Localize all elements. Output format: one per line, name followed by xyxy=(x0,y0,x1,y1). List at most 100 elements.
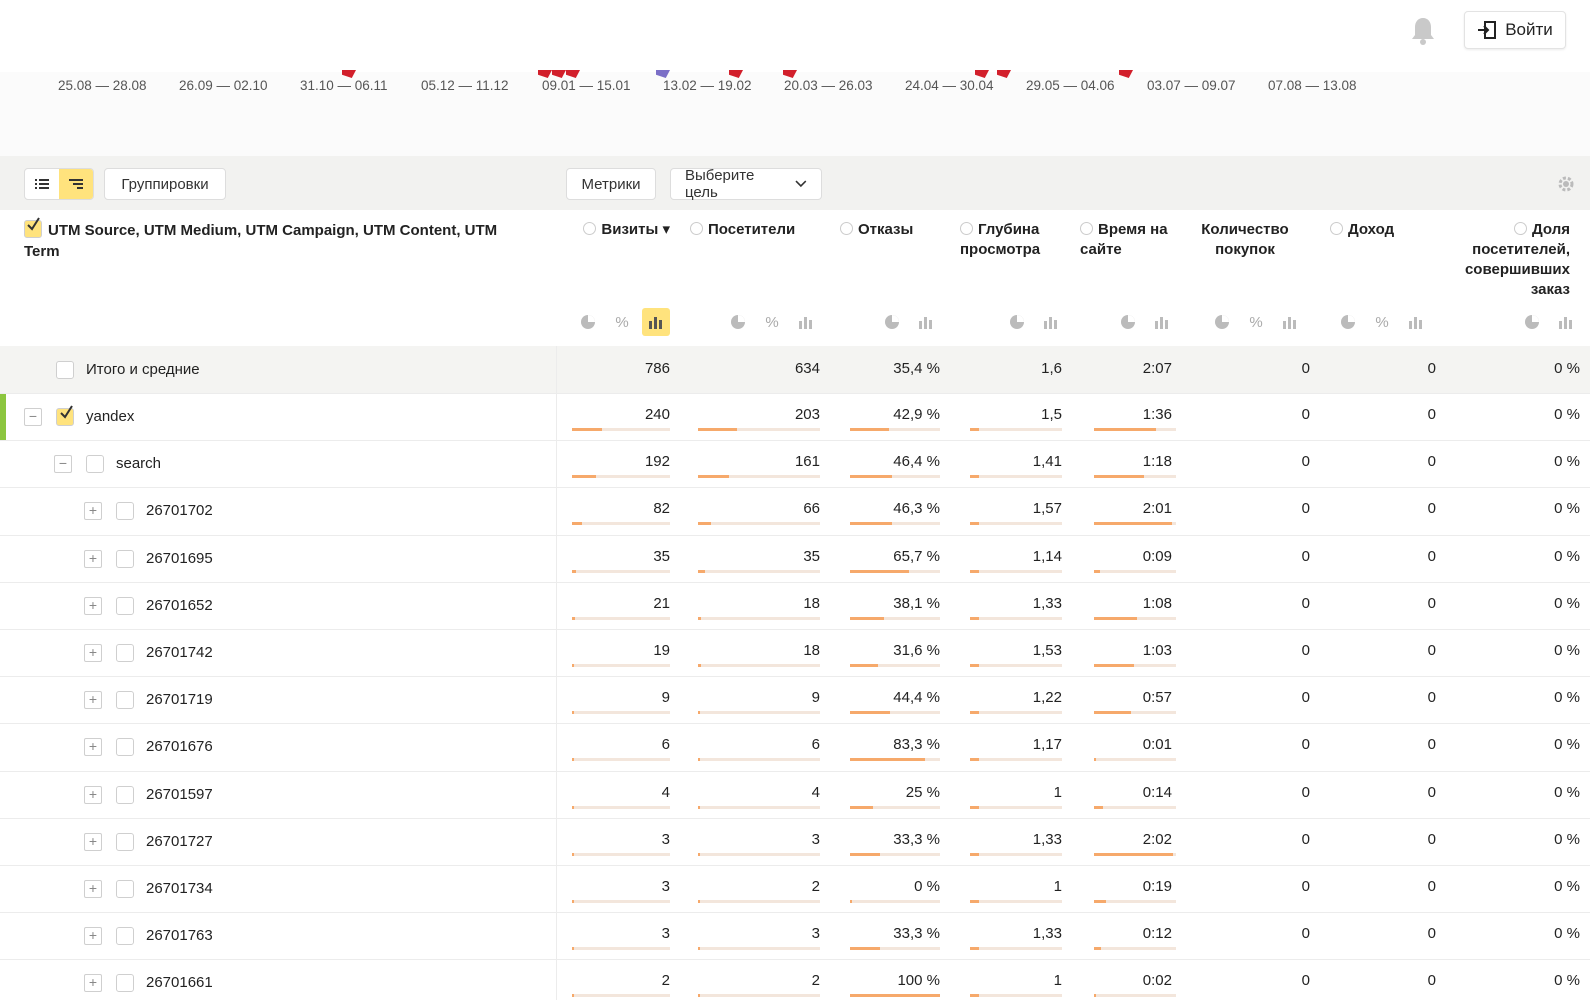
row-checkbox[interactable] xyxy=(86,455,104,474)
annotation-flag[interactable] xyxy=(1119,70,1133,78)
row-checkbox[interactable] xyxy=(116,502,134,521)
pie-chart-icon[interactable] xyxy=(1518,308,1546,336)
percent-icon[interactable]: % xyxy=(1249,313,1263,331)
expand-row-button[interactable]: + xyxy=(84,691,102,710)
expand-row-button[interactable]: + xyxy=(84,927,102,946)
help-icon[interactable] xyxy=(1080,222,1093,235)
expand-row-button[interactable]: + xyxy=(84,738,102,757)
row-label[interactable]: 26701742 xyxy=(146,644,213,661)
table-row[interactable]: +26701763 3 3 33,3 % 1,33 0:12 0 0 0 % xyxy=(0,913,1590,961)
row-label[interactable]: 26701695 xyxy=(146,549,213,567)
row-checkbox[interactable] xyxy=(116,927,134,946)
row-checkbox[interactable] xyxy=(116,832,134,851)
expand-row-button[interactable]: + xyxy=(84,785,102,804)
percent-icon[interactable]: % xyxy=(1375,313,1389,331)
column-visits[interactable]: Визиты ▾ xyxy=(570,220,670,240)
annotation-flag[interactable] xyxy=(729,70,743,78)
annotation-flag[interactable] xyxy=(566,70,580,78)
table-row[interactable]: +26701652 21 18 38,1 % 1,33 1:08 0 0 0 % xyxy=(0,582,1590,630)
expand-row-button[interactable]: + xyxy=(84,880,102,898)
row-label[interactable]: 26701719 xyxy=(146,691,213,709)
row-checkbox[interactable] xyxy=(116,596,134,615)
help-icon[interactable] xyxy=(960,222,973,235)
bar-chart-icon[interactable] xyxy=(1037,308,1065,336)
column-revenue[interactable]: Доход xyxy=(1330,220,1430,240)
tree-view-button[interactable] xyxy=(59,169,93,199)
row-checkbox[interactable] xyxy=(116,644,134,662)
row-checkbox[interactable] xyxy=(116,691,134,710)
row-checkbox[interactable] xyxy=(56,405,74,426)
table-row[interactable]: +26701719 9 9 44,4 % 1,22 0:57 0 0 0 % xyxy=(0,677,1590,725)
annotation-flag[interactable] xyxy=(975,70,989,78)
row-checkbox[interactable] xyxy=(116,785,134,804)
annotation-flag[interactable] xyxy=(656,70,670,78)
groupings-button[interactable]: Группировки xyxy=(104,168,226,200)
metrics-button[interactable]: Метрики xyxy=(566,168,656,200)
help-icon[interactable] xyxy=(1514,222,1528,235)
annotation-flag[interactable] xyxy=(997,70,1011,78)
pie-chart-icon[interactable] xyxy=(1334,308,1362,336)
login-button[interactable]: Войти xyxy=(1464,11,1566,49)
column-bounces[interactable]: Отказы xyxy=(840,220,940,240)
table-row[interactable]: +26701734 3 2 0 % 1 0:19 0 0 0 % xyxy=(0,866,1590,914)
column-time[interactable]: Время на сайте xyxy=(1080,221,1168,258)
table-row[interactable]: +26701742 19 18 31,6 % 1,53 1:03 0 0 0 % xyxy=(0,630,1590,678)
help-icon[interactable] xyxy=(583,222,597,235)
help-icon[interactable] xyxy=(840,222,853,235)
expand-row-button[interactable]: + xyxy=(84,596,102,615)
pie-chart-icon[interactable] xyxy=(724,308,752,336)
totals-checkbox[interactable] xyxy=(56,361,74,379)
help-icon[interactable] xyxy=(690,222,703,235)
column-depth[interactable]: Глубина просмотра xyxy=(960,221,1041,258)
pie-chart-icon[interactable] xyxy=(574,308,602,336)
row-label[interactable]: 26701661 xyxy=(146,974,213,992)
collapse-row-button[interactable]: − xyxy=(54,455,72,474)
row-label[interactable]: 26701597 xyxy=(146,785,213,803)
table-row[interactable]: +26701695 35 35 65,7 % 1,14 0:09 0 0 0 % xyxy=(0,535,1590,583)
row-label[interactable]: 26701763 xyxy=(146,927,213,945)
row-label[interactable]: 26701652 xyxy=(146,596,213,614)
table-row[interactable]: +26701597 4 4 25 % 1 0:14 0 0 0 % xyxy=(0,771,1590,819)
bar-chart-icon[interactable] xyxy=(1276,308,1304,336)
annotation-flag[interactable] xyxy=(783,70,797,78)
table-row[interactable]: +26701702 82 66 46,3 % 1,57 2:01 0 0 0 % xyxy=(0,488,1590,536)
annotation-flag[interactable] xyxy=(342,70,356,78)
expand-row-button[interactable]: + xyxy=(84,832,102,851)
table-row[interactable]: − search 192 161 46,4 % 1,41 1:18 0 0 0 % xyxy=(0,441,1590,489)
expand-row-button[interactable]: + xyxy=(84,549,102,568)
row-label[interactable]: search xyxy=(116,455,162,473)
column-purchases[interactable]: Количество покупок xyxy=(1201,221,1289,258)
percent-icon[interactable]: % xyxy=(765,313,779,331)
pie-chart-icon[interactable] xyxy=(1003,308,1031,336)
bar-chart-icon[interactable] xyxy=(912,308,940,336)
table-row[interactable]: − yandex 240 203 42,9 % 1,5 1:36 0 0 0 % xyxy=(0,394,1590,442)
bell-icon[interactable] xyxy=(1410,16,1436,46)
expand-row-button[interactable]: + xyxy=(84,502,102,521)
row-label[interactable]: 26701734 xyxy=(146,880,213,897)
pie-chart-icon[interactable] xyxy=(1208,308,1236,336)
goal-select[interactable]: Выберите цель xyxy=(670,167,822,201)
bar-chart-icon[interactable] xyxy=(642,308,670,336)
pie-chart-icon[interactable] xyxy=(878,308,906,336)
row-checkbox[interactable] xyxy=(116,738,134,757)
table-row[interactable]: +26701727 3 3 33,3 % 1,33 2:02 0 0 0 % xyxy=(0,818,1590,866)
row-checkbox[interactable] xyxy=(116,974,134,993)
table-row[interactable]: +26701661 2 2 100 % 1 0:02 0 0 0 % xyxy=(0,960,1590,1000)
annotation-flag[interactable] xyxy=(552,70,566,78)
bar-chart-icon[interactable] xyxy=(1148,308,1176,336)
annotation-flag[interactable] xyxy=(538,70,552,78)
bar-chart-icon[interactable] xyxy=(792,308,820,336)
gear-icon[interactable] xyxy=(1556,174,1576,194)
expand-row-button[interactable]: + xyxy=(84,644,102,662)
row-checkbox[interactable] xyxy=(116,880,134,898)
pie-chart-icon[interactable] xyxy=(1114,308,1142,336)
dimension-checkbox[interactable] xyxy=(24,217,42,238)
row-label[interactable]: 26701702 xyxy=(146,502,213,520)
bar-chart-icon[interactable] xyxy=(1402,308,1430,336)
table-row[interactable]: +26701676 6 6 83,3 % 1,17 0:01 0 0 0 % xyxy=(0,724,1590,772)
help-icon[interactable] xyxy=(1330,222,1343,235)
row-label[interactable]: 26701676 xyxy=(146,738,213,756)
column-order-share[interactable]: Доля посетителей, совершивших заказ xyxy=(1464,221,1570,298)
percent-icon[interactable]: % xyxy=(615,313,629,331)
row-label[interactable]: 26701727 xyxy=(146,832,213,850)
